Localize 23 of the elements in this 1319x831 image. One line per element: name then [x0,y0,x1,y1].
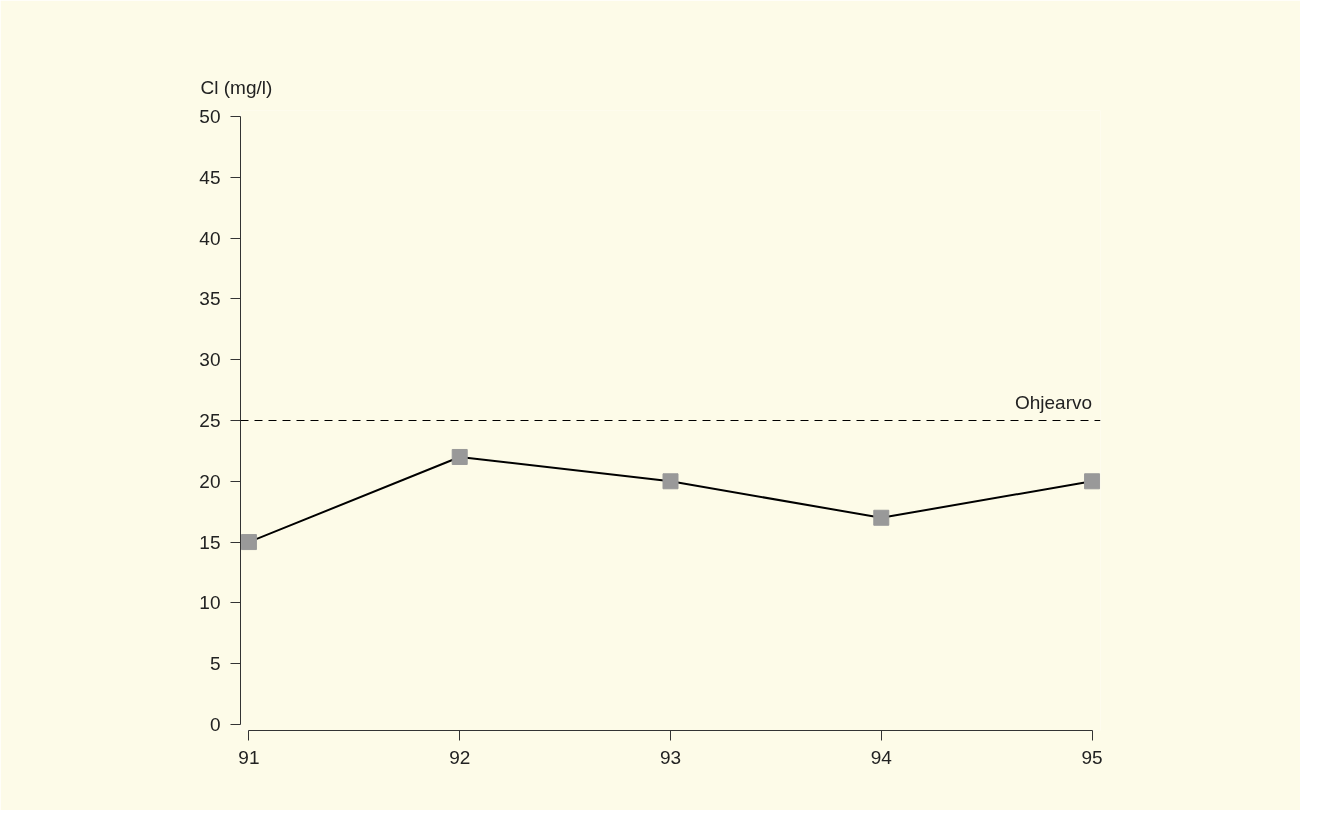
y-tick-label: 10 [199,592,221,614]
point [240,534,257,551]
y-tick-label: 20 [199,470,221,492]
x-tick-label: 91 [238,746,260,768]
ref-line-label: Ohjearvo [1014,391,1093,413]
y-tick-label: 30 [199,349,221,371]
y-tick-label: 25 [199,410,221,431]
y-tick-label: 15 [199,531,221,553]
x-tick-label: 93 [659,746,682,768]
y-tick-label: 40 [199,227,221,249]
point [873,509,890,526]
y-tick-label: 35 [199,288,221,310]
x-tick-label: 94 [870,746,893,768]
y-tick-label: 50 [199,106,221,128]
y-axis-title: Cl (mg/l) [200,77,273,98]
y-tick-label: 45 [199,166,221,188]
point [662,473,679,490]
y-tick-label: 0 [209,713,221,735]
y-tick-label: 5 [209,653,221,675]
x-tick-label: 95 [1081,746,1103,768]
x-tick-label: 92 [449,746,471,768]
point [451,448,468,465]
point [1084,473,1101,490]
